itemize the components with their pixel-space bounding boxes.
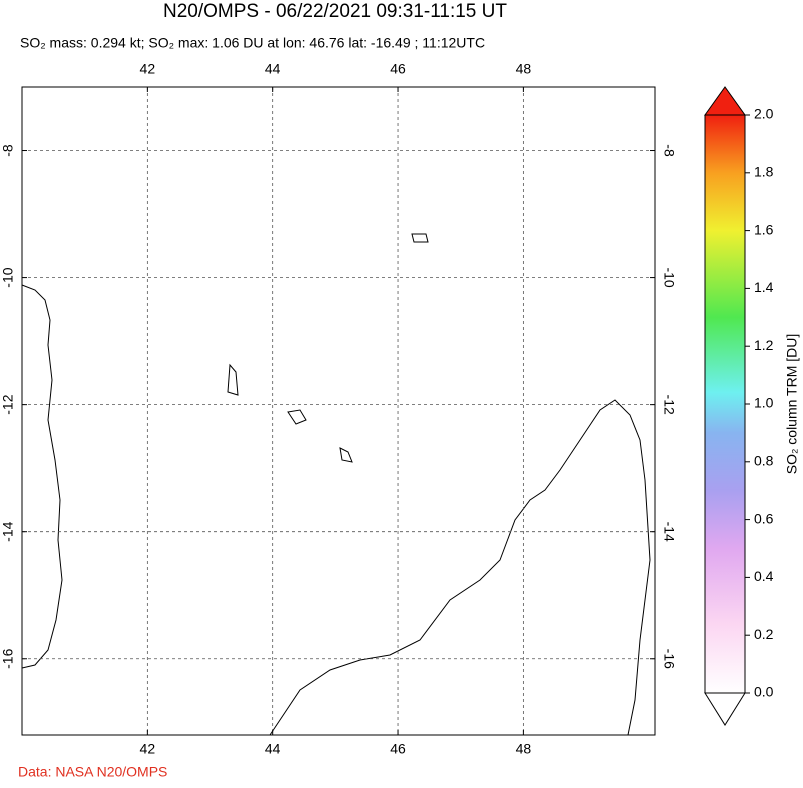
- colorbar-tick-label: 0.2: [754, 626, 774, 642]
- lon-label-bottom: 44: [265, 741, 281, 757]
- colorbar-tick-label: 1.4: [754, 279, 774, 295]
- lat-label-right: -14: [661, 522, 677, 542]
- lat-label-left: -12: [0, 394, 16, 414]
- lat-label-left: -10: [0, 267, 16, 287]
- lon-label-bottom: 42: [140, 741, 156, 757]
- lat-label-right: -12: [661, 395, 677, 415]
- title: N20/OMPS - 06/22/2021 09:31-11:15 UT: [163, 1, 507, 22]
- lat-label-right: -10: [661, 267, 677, 287]
- colorbar-tick-label: 1.8: [754, 164, 774, 180]
- lat-label-right: -8: [661, 144, 677, 157]
- colorbar-tick-label: 0.4: [754, 568, 774, 584]
- colorbar-max-arrow: [704, 86, 746, 116]
- credit: Data: NASA N20/OMPS: [18, 764, 167, 780]
- colorbar-tick-label: 0.0: [754, 684, 774, 700]
- lon-label-top: 46: [390, 61, 406, 77]
- colorbar-label: SO₂ column TRM [DU]: [784, 334, 800, 475]
- colorbar-tick-label: 1.0: [754, 395, 774, 411]
- subtitle: SO₂ mass: 0.294 kt; SO₂ max: 1.06 DU at …: [20, 35, 485, 51]
- lat-label-left: -14: [0, 521, 16, 541]
- lon-label-bottom: 48: [516, 741, 532, 757]
- lat-label-left: -8: [0, 144, 16, 157]
- lat-label-left: -16: [0, 648, 16, 668]
- colorbar: [704, 114, 746, 694]
- lat-label-right: -16: [661, 649, 677, 669]
- colorbar-tick-label: 0.8: [754, 453, 774, 469]
- colorbar-min-arrow: [704, 692, 746, 726]
- colorbar-tick-label: 1.2: [754, 337, 774, 353]
- lon-label-top: 42: [140, 61, 156, 77]
- coastlines: [21, 233, 651, 736]
- colorbar-tick-label: 1.6: [754, 221, 774, 237]
- lon-label-top: 44: [265, 61, 281, 77]
- colorbar-tick-label: 0.6: [754, 510, 774, 526]
- lon-label-top: 48: [516, 61, 532, 77]
- colorbar-tick-label: 2.0: [754, 106, 774, 122]
- lon-label-bottom: 46: [390, 741, 406, 757]
- map-frame: [21, 86, 656, 736]
